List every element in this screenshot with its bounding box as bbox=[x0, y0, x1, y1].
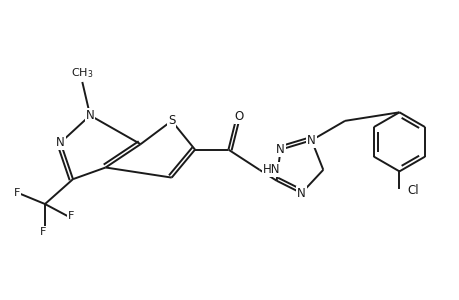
Text: O: O bbox=[234, 110, 243, 124]
Text: F: F bbox=[68, 212, 74, 221]
Text: N: N bbox=[275, 143, 284, 156]
Text: N: N bbox=[85, 109, 94, 122]
Text: N: N bbox=[307, 134, 315, 147]
Text: F: F bbox=[40, 227, 46, 237]
Text: N: N bbox=[56, 136, 65, 149]
Text: HN: HN bbox=[262, 163, 280, 176]
Text: F: F bbox=[14, 188, 20, 198]
Text: N: N bbox=[297, 187, 305, 200]
Text: CH$_3$: CH$_3$ bbox=[71, 66, 93, 80]
Text: Cl: Cl bbox=[406, 184, 418, 196]
Text: S: S bbox=[168, 114, 175, 128]
